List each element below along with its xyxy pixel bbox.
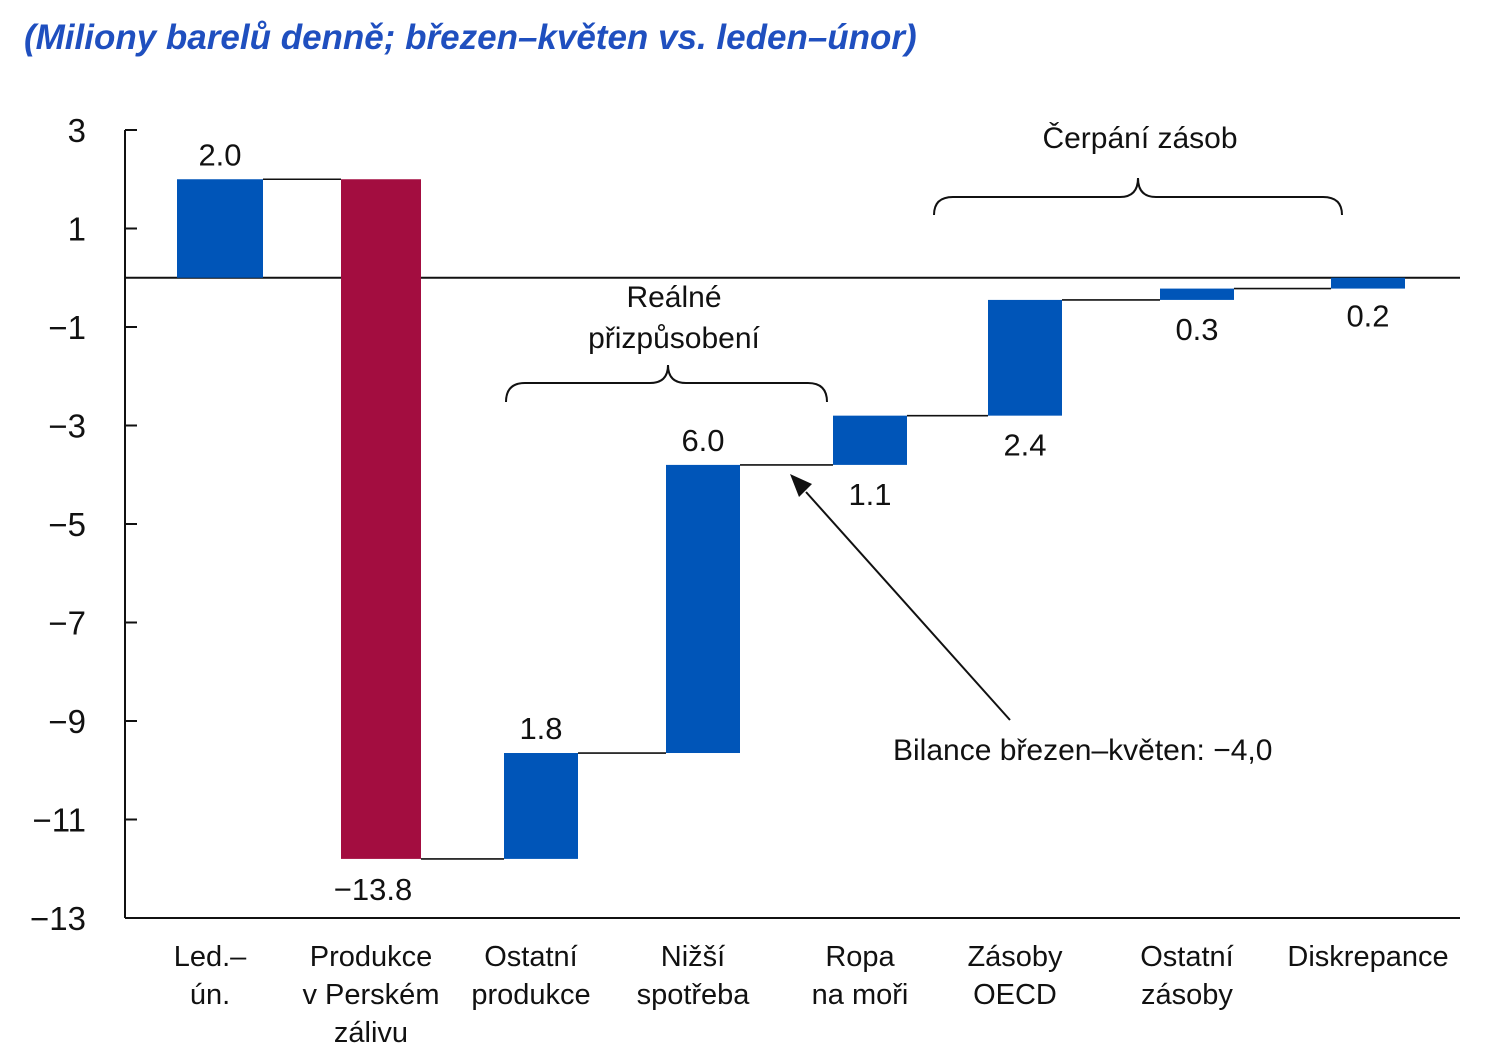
category-label: na moři <box>812 979 909 1011</box>
bar <box>833 415 907 465</box>
category-label: Zásoby <box>967 941 1063 973</box>
y-tick-label: 3 <box>68 112 86 149</box>
data-label: 0.3 <box>1175 312 1218 347</box>
inventory-draw-label: Čerpání zásob <box>1042 121 1237 155</box>
data-label: −13.8 <box>334 872 412 907</box>
category-label: Ostatní <box>1140 941 1234 973</box>
balance-label: Bilance březen–květen: −4,0 <box>893 734 1272 767</box>
real-adjustment-label: přizpůsobení <box>588 322 760 355</box>
data-label: 2.0 <box>198 137 241 172</box>
y-tick-label: 1 <box>68 211 86 248</box>
bar <box>177 179 263 278</box>
y-tick-label: −11 <box>32 802 86 839</box>
category-label: Produkce <box>310 941 433 973</box>
category-label: Diskrepance <box>1287 941 1448 973</box>
real-adjustment-label: Reálné <box>626 281 721 314</box>
category-label: produkce <box>471 979 590 1011</box>
balance-arrow-head <box>790 474 812 497</box>
brace-real-adjustment <box>505 364 828 403</box>
brace-inventory-draw <box>933 177 1343 216</box>
category-labels: Led.– ún. Produkce v Perském zálivu Ostatní pr… <box>174 941 1449 1049</box>
y-tick-label: −3 <box>48 408 86 445</box>
bar <box>1331 277 1405 289</box>
y-tick-label: −1 <box>48 309 86 346</box>
balance-arrow-line <box>805 491 1011 721</box>
category-label: zálivu <box>334 1017 408 1049</box>
data-label: 6.0 <box>681 423 724 458</box>
category-label: zásoby <box>1141 979 1233 1011</box>
category-label: OECD <box>973 979 1057 1011</box>
chart-subtitle: (Miliony barelů denně; březen–květen vs.… <box>24 18 917 57</box>
data-label: 1.8 <box>519 711 562 746</box>
data-label: 2.4 <box>1003 428 1046 463</box>
bar <box>341 179 421 859</box>
data-label: 1.1 <box>848 477 891 512</box>
bars <box>177 178 1405 860</box>
y-tick-label: −13 <box>30 900 86 937</box>
bar <box>504 753 578 859</box>
category-label: Ropa <box>825 941 895 973</box>
bar <box>666 464 740 754</box>
y-tick-label: −5 <box>48 506 86 543</box>
category-label: v Perském <box>303 979 440 1011</box>
data-labels: 2.0 −13.8 1.8 6.0 1.1 2.4 0.3 0.2 <box>198 137 1389 907</box>
y-tick-label: −7 <box>48 605 86 642</box>
category-label: ún. <box>190 979 230 1011</box>
y-tick-label: −9 <box>48 703 86 740</box>
category-label: spotřeba <box>637 979 751 1011</box>
bar <box>988 299 1062 416</box>
category-label: Nižší <box>661 941 725 973</box>
data-label: 0.2 <box>1346 299 1389 334</box>
category-label: Led.– <box>174 941 247 973</box>
annotations: Reálné přizpůsobení Čerpání zásob Bilance b… <box>505 121 1343 767</box>
category-label: Ostatní <box>484 941 578 973</box>
bar <box>1160 288 1234 300</box>
